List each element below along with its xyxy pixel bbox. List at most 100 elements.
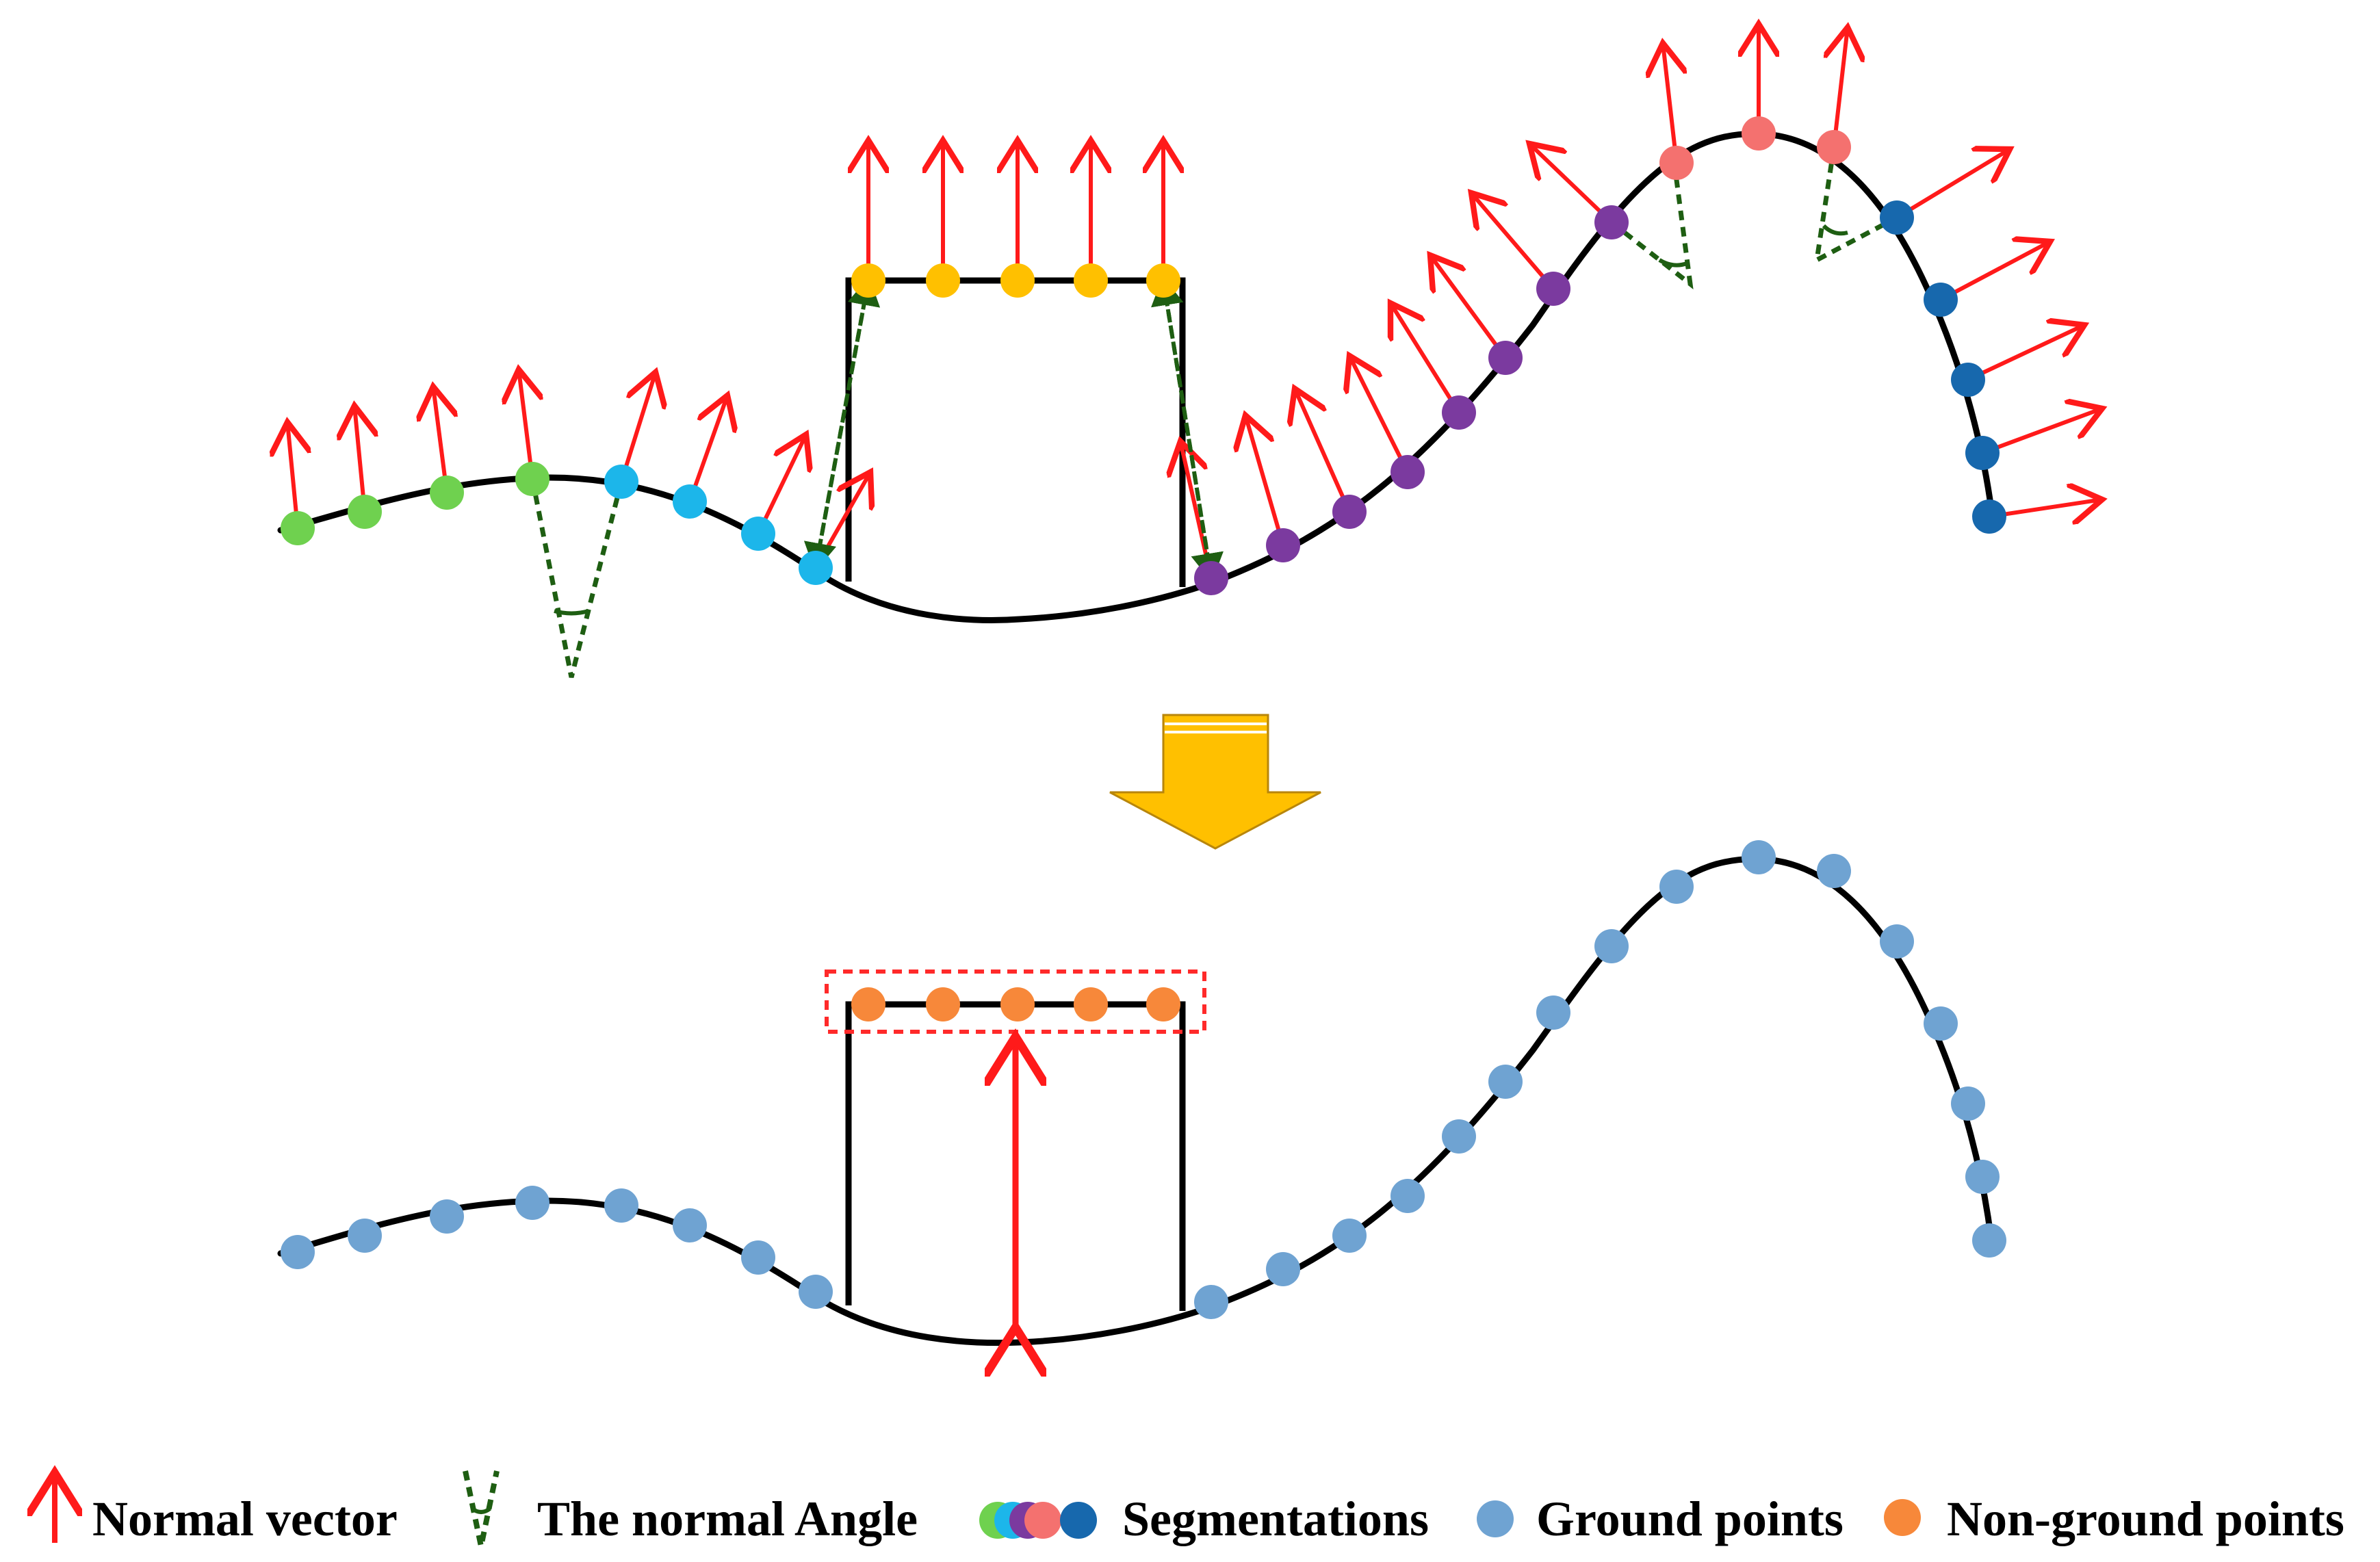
segment-point bbox=[673, 484, 707, 519]
normal-vector bbox=[1981, 408, 2102, 455]
segment-point bbox=[1972, 499, 2006, 534]
normal-vector bbox=[1471, 193, 1555, 290]
normal-vector bbox=[619, 372, 656, 482]
segment-point bbox=[1442, 395, 1476, 430]
segment-point bbox=[851, 263, 885, 298]
ground-point bbox=[741, 1240, 775, 1275]
ground-point bbox=[1972, 1223, 2006, 1258]
segment-point bbox=[1965, 436, 2000, 470]
ground-point bbox=[515, 1186, 549, 1220]
normal-vector bbox=[433, 387, 447, 493]
angle-arc bbox=[554, 609, 589, 616]
top-segment-points bbox=[281, 116, 2006, 595]
normal-angle bbox=[1813, 146, 1898, 265]
segment-point bbox=[281, 511, 315, 545]
ground-point bbox=[1965, 1160, 2000, 1194]
ground-point bbox=[1817, 854, 1851, 888]
legend-normal-angle-label: The normal Angle bbox=[537, 1492, 918, 1546]
segment-point bbox=[604, 465, 638, 499]
angle-arc bbox=[1822, 224, 1848, 236]
non-ground-point bbox=[1074, 987, 1108, 1021]
legend-ground-points-label: Ground points bbox=[1536, 1492, 1844, 1546]
normal-vector bbox=[1939, 242, 2050, 302]
segment-point bbox=[926, 263, 960, 298]
segment-point bbox=[741, 517, 775, 551]
normal-vector bbox=[1989, 499, 2102, 517]
segmentations-icon bbox=[979, 1502, 1097, 1539]
ground-point bbox=[1391, 1179, 1425, 1213]
segment-point bbox=[799, 551, 833, 585]
segment-point bbox=[1536, 272, 1570, 306]
ground-point bbox=[1880, 924, 1914, 959]
ground-point bbox=[1742, 840, 1776, 874]
top-normal-vectors bbox=[287, 24, 2102, 579]
segment-point bbox=[1742, 116, 1776, 151]
segment-point bbox=[1332, 495, 1367, 529]
ground-point bbox=[430, 1199, 464, 1234]
normal-vector bbox=[1663, 43, 1677, 164]
ground-point bbox=[1659, 870, 1694, 904]
segment-point bbox=[1194, 561, 1228, 595]
bottom-panel-classified-curve bbox=[277, 840, 2006, 1343]
segment-point bbox=[1000, 263, 1035, 298]
ground-point bbox=[1594, 929, 1629, 963]
transition-arrow bbox=[1109, 714, 1321, 850]
normal-vector bbox=[688, 395, 727, 503]
legend-segmentations-label: Segmentations bbox=[1122, 1492, 1429, 1546]
normal-angle bbox=[530, 478, 624, 678]
segment-point bbox=[1951, 363, 1985, 397]
non-ground-point bbox=[1146, 987, 1180, 1021]
segment-point bbox=[1391, 455, 1425, 489]
segment-point bbox=[1074, 263, 1108, 298]
top-panel-segmented-curve bbox=[281, 24, 2102, 678]
normal-angle-icon bbox=[463, 1470, 500, 1547]
ground-point bbox=[799, 1275, 833, 1309]
ground-point bbox=[1951, 1086, 1985, 1121]
normal-vector bbox=[519, 369, 532, 480]
segment-point bbox=[515, 462, 549, 496]
ground-point bbox=[1266, 1252, 1300, 1286]
normal-vector bbox=[1896, 149, 2010, 220]
segment-point bbox=[1488, 341, 1523, 375]
normal-angle bbox=[1609, 153, 1694, 290]
normal-vector bbox=[1529, 144, 1614, 224]
normal-vector bbox=[1834, 27, 1848, 148]
top-normal-angles bbox=[530, 146, 1898, 678]
ground-point bbox=[1332, 1219, 1367, 1253]
non-ground-point-icon bbox=[1884, 1499, 1921, 1536]
angle-arc bbox=[1658, 258, 1687, 268]
segment-point bbox=[1817, 130, 1851, 164]
segment-point bbox=[1146, 263, 1180, 298]
legend-non-ground-points-label: Non-ground points bbox=[1947, 1492, 2344, 1546]
legend-normal-vector-label: Normal vector bbox=[92, 1492, 398, 1546]
ground-point bbox=[1488, 1065, 1523, 1099]
normal-vector bbox=[287, 422, 298, 529]
non-ground-point bbox=[926, 987, 960, 1021]
ground-point bbox=[604, 1188, 638, 1223]
non-ground-point bbox=[851, 987, 885, 1021]
normal-vector bbox=[1245, 415, 1285, 546]
top-building-outline bbox=[845, 277, 1186, 587]
normal-vector bbox=[756, 434, 806, 535]
legend: Normal vector The normal Angle Segmentat… bbox=[55, 1470, 2344, 1547]
non-ground-point bbox=[1000, 987, 1035, 1021]
segment-point bbox=[1594, 205, 1629, 239]
ground-point bbox=[1194, 1285, 1228, 1319]
ground-point bbox=[1536, 995, 1570, 1030]
ground-point bbox=[281, 1235, 315, 1269]
normal-angle-connector bbox=[1151, 276, 1213, 579]
segment-point bbox=[1266, 528, 1300, 562]
normal-vector bbox=[1391, 303, 1461, 414]
ground-point bbox=[1924, 1006, 1958, 1041]
normal-vector bbox=[1430, 255, 1508, 359]
segment-point bbox=[430, 476, 464, 510]
segment-point bbox=[1924, 283, 1958, 317]
ground-point-icon bbox=[1477, 1500, 1514, 1537]
normal-vector bbox=[1295, 389, 1351, 513]
ground-point bbox=[673, 1208, 707, 1242]
bottom-classified-points bbox=[281, 840, 2006, 1319]
normal-vector bbox=[354, 406, 365, 512]
ground-point bbox=[1442, 1119, 1476, 1154]
segment-point bbox=[1880, 200, 1914, 235]
segment-point bbox=[1659, 146, 1694, 180]
